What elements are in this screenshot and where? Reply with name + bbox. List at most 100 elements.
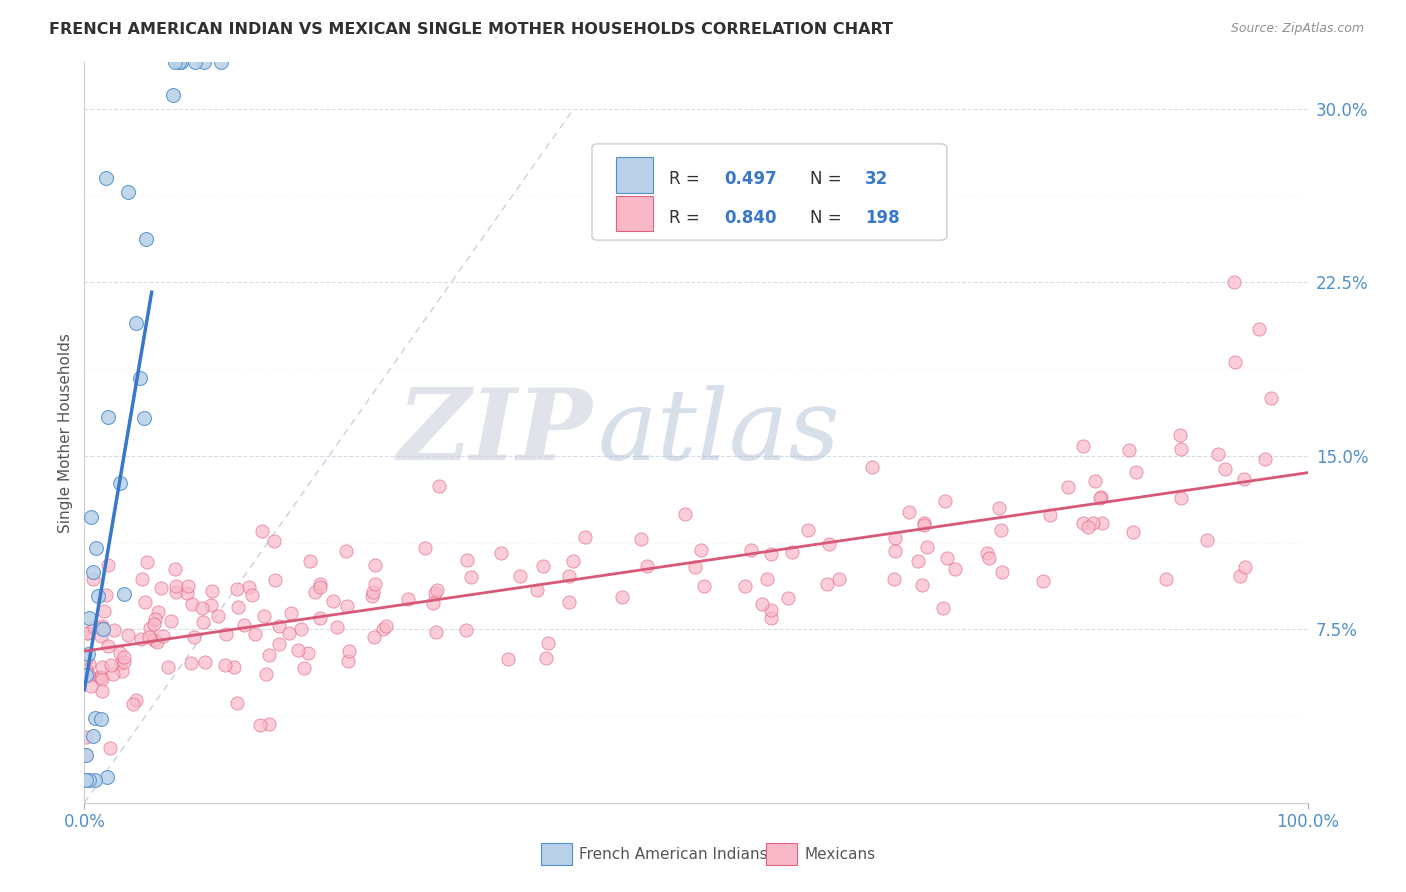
Point — [143, 612, 166, 626]
Point — [976, 546, 998, 560]
Point — [252, 524, 274, 538]
Point — [75, 730, 97, 744]
Point — [183, 630, 205, 644]
Point — [1122, 525, 1144, 540]
Point — [165, 585, 187, 599]
Point — [335, 544, 357, 558]
Point — [200, 598, 222, 612]
Point — [138, 621, 160, 635]
Point — [97, 558, 120, 573]
Point — [76, 625, 98, 640]
Point — [683, 560, 706, 574]
Point — [162, 87, 184, 102]
Point — [75, 772, 97, 787]
Point — [934, 494, 956, 508]
Point — [103, 623, 125, 637]
Y-axis label: Single Mother Households: Single Mother Households — [58, 333, 73, 533]
Point — [157, 660, 180, 674]
Point — [1229, 569, 1251, 583]
Point — [167, 55, 190, 70]
Text: FRENCH AMERICAN INDIAN VS MEXICAN SINGLE MOTHER HOUSEHOLDS CORRELATION CHART: FRENCH AMERICAN INDIAN VS MEXICAN SINGLE… — [49, 22, 893, 37]
Point — [100, 657, 122, 672]
Point — [776, 591, 799, 606]
Point — [132, 411, 155, 425]
Point — [243, 627, 266, 641]
Point — [912, 518, 935, 533]
Text: R =: R = — [669, 170, 704, 188]
Point — [911, 578, 934, 592]
Point — [191, 601, 214, 615]
Point — [90, 670, 112, 684]
Point — [1118, 442, 1140, 457]
Point — [82, 573, 104, 587]
Point — [224, 660, 246, 674]
Point — [90, 629, 112, 643]
Point — [201, 583, 224, 598]
Point — [326, 620, 349, 634]
Point — [299, 553, 322, 567]
Point — [1260, 391, 1282, 405]
Point — [75, 652, 97, 666]
Point — [509, 568, 531, 582]
Point — [943, 562, 966, 576]
Point — [135, 232, 157, 246]
Point — [1154, 572, 1177, 586]
Point — [165, 579, 187, 593]
Point — [129, 632, 152, 646]
Point — [209, 55, 232, 70]
Point — [761, 611, 783, 625]
Point — [883, 543, 905, 558]
Point — [1215, 462, 1237, 476]
Point — [336, 654, 359, 668]
Point — [146, 634, 169, 648]
Point — [460, 570, 482, 584]
Point — [630, 532, 652, 546]
Text: 0.840: 0.840 — [724, 209, 776, 227]
Point — [77, 657, 100, 671]
Point — [498, 652, 520, 666]
Point — [90, 621, 112, 635]
Point — [1223, 355, 1246, 369]
Point — [309, 611, 332, 625]
Point — [693, 579, 716, 593]
Point — [180, 657, 202, 671]
Point — [89, 670, 111, 684]
Point — [336, 599, 359, 613]
Point — [534, 651, 557, 665]
Point — [898, 505, 921, 519]
Point — [91, 618, 114, 632]
Point — [110, 656, 132, 670]
Point — [84, 541, 107, 556]
Bar — [616, 195, 654, 231]
Point — [97, 639, 120, 653]
Point — [91, 660, 114, 674]
Point — [1170, 491, 1192, 506]
Point — [207, 608, 229, 623]
Point — [1223, 275, 1246, 289]
Point — [1091, 516, 1114, 531]
Point — [111, 664, 134, 678]
Point — [425, 625, 447, 640]
Text: R =: R = — [669, 209, 704, 227]
Point — [257, 648, 280, 662]
Point — [146, 605, 169, 619]
Point — [138, 630, 160, 644]
Point — [242, 589, 264, 603]
Point — [751, 598, 773, 612]
Point — [176, 585, 198, 599]
Point — [112, 655, 135, 669]
Point — [1032, 574, 1054, 588]
Point — [422, 596, 444, 610]
Point — [90, 673, 112, 687]
Point — [322, 594, 344, 608]
Point — [610, 591, 633, 605]
Point — [75, 663, 97, 677]
Point — [292, 661, 315, 675]
Point — [912, 516, 935, 530]
Point — [734, 578, 756, 592]
Point — [290, 622, 312, 636]
Point — [267, 619, 290, 633]
Point — [80, 509, 103, 524]
Point — [361, 584, 384, 599]
Point — [112, 650, 135, 665]
